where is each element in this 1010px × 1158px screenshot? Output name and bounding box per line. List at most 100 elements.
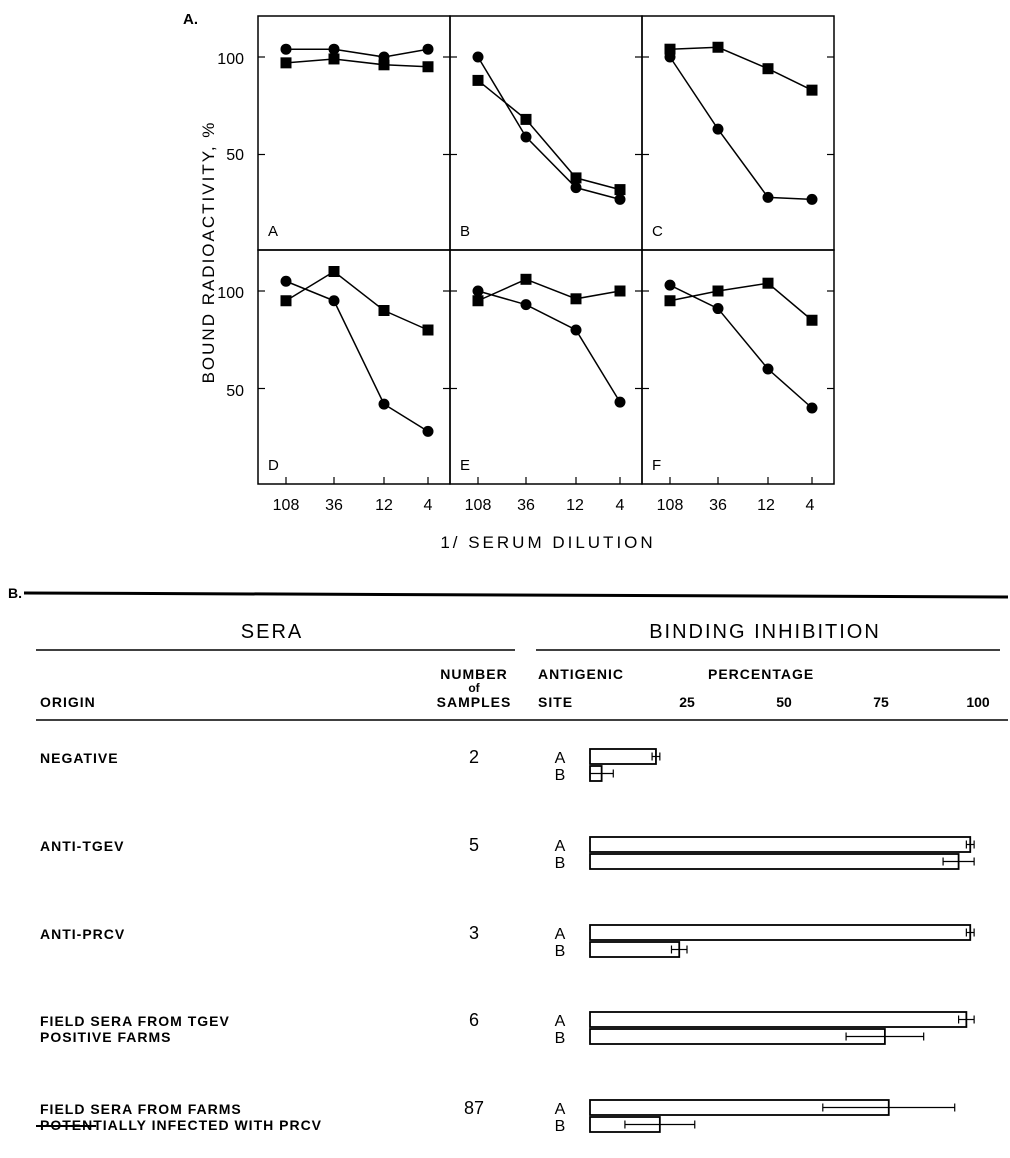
top-rule xyxy=(23,591,1009,599)
panel-a-xlabel: 1/ SERUM DILUTION xyxy=(440,533,655,552)
circle-point xyxy=(328,43,340,55)
subplot-frame xyxy=(449,15,643,251)
subplot-label: D xyxy=(268,457,279,474)
square-point xyxy=(762,63,774,75)
x-tick-labels-col2: 108 36 12 4 xyxy=(465,497,625,514)
square-point xyxy=(762,277,774,289)
square-point xyxy=(712,41,724,53)
square-point xyxy=(280,57,292,69)
square-point xyxy=(520,273,532,285)
circle-point xyxy=(520,299,532,311)
x-tick-label: 12 xyxy=(566,497,584,514)
x-tick-labels-col1: 108 36 12 4 xyxy=(273,497,433,514)
square-point xyxy=(712,285,724,297)
col-origin: ORIGIN xyxy=(40,694,96,710)
square-point xyxy=(378,59,390,71)
circle-point xyxy=(378,398,390,410)
x-tick-label: 36 xyxy=(517,497,535,514)
subplot-C: C xyxy=(641,15,835,251)
square-point xyxy=(570,172,582,184)
row-origin: ANTI-PRCV xyxy=(40,926,125,942)
pct-tick-label: 50 xyxy=(776,694,792,710)
inhibition-row: ANTI-TGEV 5 AB xyxy=(40,835,975,872)
site-label: B xyxy=(555,767,566,784)
circle-point xyxy=(422,425,434,437)
x-tick-labels-col3: 108 36 12 4 xyxy=(657,497,815,514)
site-label: A xyxy=(555,750,566,767)
bar-site-A xyxy=(589,748,657,765)
circle-point xyxy=(328,295,340,307)
square-series-line xyxy=(669,282,813,321)
pct-tick-label: 75 xyxy=(873,694,889,710)
circle-series-line xyxy=(285,280,429,433)
row-sample-count: 87 xyxy=(464,1098,484,1118)
y-tick-label-top-100: 100 xyxy=(217,51,244,68)
circle-series-line xyxy=(286,48,429,58)
col-site: SITE xyxy=(538,694,573,710)
circle-point xyxy=(806,193,818,205)
x-tick-label: 36 xyxy=(325,497,343,514)
col-number-line1: NUMBER xyxy=(440,666,507,682)
circle-point xyxy=(472,51,484,63)
y-tick-label-bottom-50: 50 xyxy=(226,383,244,400)
square-point xyxy=(806,314,818,326)
col-number-line3: SAMPLES xyxy=(437,694,512,710)
subplot-frame xyxy=(641,249,835,485)
square-point xyxy=(520,113,532,125)
square-point xyxy=(570,293,582,305)
row-sample-count: 2 xyxy=(469,747,479,767)
square-point xyxy=(378,305,390,316)
y-tick-label-bottom-100: 100 xyxy=(217,285,244,302)
binding-inhibition-header: BINDING INHIBITION xyxy=(649,621,881,643)
square-series-line xyxy=(285,270,429,331)
bar-site-A xyxy=(589,924,972,941)
col-number-line2: of xyxy=(468,681,480,695)
row-origin: NEGATIVE xyxy=(40,750,119,766)
site-label: A xyxy=(555,926,566,943)
bar-site-B xyxy=(589,1028,886,1045)
square-point xyxy=(422,324,434,336)
percentage-tick-labels: 25 50 75 100 xyxy=(679,694,990,710)
row-origin: POSITIVE FARMS xyxy=(40,1029,171,1045)
circle-point xyxy=(520,131,532,143)
row-origin: POTENTIALLY INFECTED WITH PRCV xyxy=(40,1117,322,1133)
square-point xyxy=(280,295,292,307)
x-tick-label: 12 xyxy=(757,497,775,514)
inhibition-row: NEGATIVE 2 AB xyxy=(40,747,661,784)
subplot-label: A xyxy=(268,223,278,240)
site-label: B xyxy=(555,1030,566,1047)
sera-header: SERA xyxy=(241,621,303,643)
square-point xyxy=(328,266,340,277)
col-percentage: PERCENTAGE xyxy=(708,666,814,682)
site-label: A xyxy=(555,838,566,855)
subplot-E: E xyxy=(449,249,643,485)
square-point xyxy=(614,285,626,297)
square-point xyxy=(664,295,676,307)
subplot-frame xyxy=(449,249,643,485)
circle-series-line xyxy=(669,284,813,409)
bar-site-B xyxy=(589,853,960,870)
square-series-line xyxy=(669,46,813,91)
subplot-label: F xyxy=(652,457,661,474)
circle-point xyxy=(712,303,724,315)
row-origin: ANTI-TGEV xyxy=(40,838,124,854)
pct-tick-label: 100 xyxy=(966,694,990,710)
bar-site-A xyxy=(589,1011,968,1028)
panel-a: A. BOUND RADIOACTIVITY, % 100 50 100 50 … xyxy=(183,11,835,552)
subplot-label: E xyxy=(460,457,470,474)
panel-b: B. SERA BINDING INHIBITION NUMBER of SAM… xyxy=(8,585,1009,1135)
subplot-label: B xyxy=(460,223,470,240)
row-sample-count: 6 xyxy=(469,1010,479,1030)
x-tick-label: 36 xyxy=(709,497,727,514)
subplot-F: F xyxy=(641,249,835,485)
circle-point xyxy=(472,285,484,297)
x-tick-label: 108 xyxy=(465,497,492,514)
circle-point xyxy=(614,396,626,408)
bar-site-B xyxy=(589,941,681,958)
circle-point xyxy=(280,275,292,287)
x-tick-label: 4 xyxy=(616,497,625,514)
circle-point xyxy=(806,402,818,414)
